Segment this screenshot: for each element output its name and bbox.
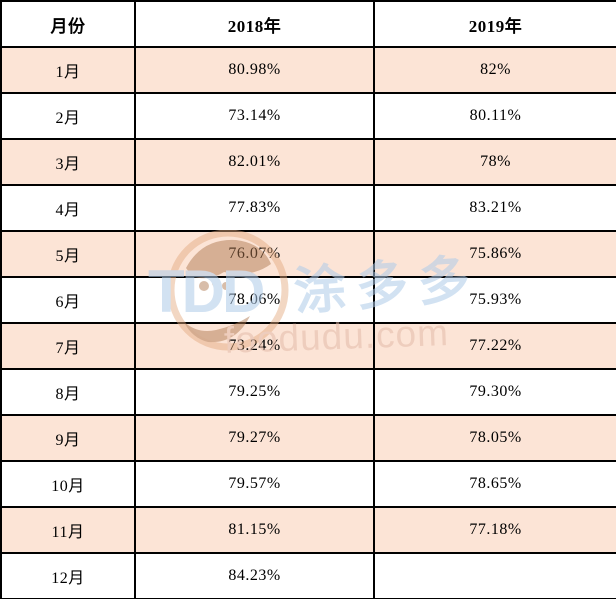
table-row: 11月 81.15% 77.18% <box>0 506 616 554</box>
table-row: 5月 76.07% 75.86% <box>0 230 616 278</box>
value-2019-cell: 78% <box>373 138 616 186</box>
month-cell: 1月 <box>0 46 136 94</box>
value-2018-cell: 79.57% <box>134 460 375 508</box>
value-2019-cell: 77.18% <box>373 506 616 554</box>
value-2019-cell: 75.86% <box>373 230 616 278</box>
month-cell: 8月 <box>0 368 136 416</box>
value-2019-cell: 83.21% <box>373 184 616 232</box>
month-cell: 5月 <box>0 230 136 278</box>
value-2019-cell: 82% <box>373 46 616 94</box>
value-2018-cell: 78.06% <box>134 276 375 324</box>
month-cell: 11月 <box>0 506 136 554</box>
header-row: 月份 2018年 2019年 <box>0 0 616 48</box>
column-header-2019: 2019年 <box>373 0 616 48</box>
table-row: 9月 79.27% 78.05% <box>0 414 616 462</box>
month-cell: 10月 <box>0 460 136 508</box>
table-row: 4月 77.83% 83.21% <box>0 184 616 232</box>
value-2019-cell: 78.65% <box>373 460 616 508</box>
table-row: 3月 82.01% 78% <box>0 138 616 186</box>
month-cell: 3月 <box>0 138 136 186</box>
month-cell: 9月 <box>0 414 136 462</box>
column-header-month: 月份 <box>0 0 136 48</box>
table-row: 8月 79.25% 79.30% <box>0 368 616 416</box>
value-2019-cell: 77.22% <box>373 322 616 370</box>
value-2018-cell: 84.23% <box>134 552 375 599</box>
month-cell: 7月 <box>0 322 136 370</box>
month-cell: 4月 <box>0 184 136 232</box>
month-cell: 6月 <box>0 276 136 324</box>
value-2018-cell: 77.83% <box>134 184 375 232</box>
value-2019-cell: 75.93% <box>373 276 616 324</box>
value-2019-cell <box>373 552 616 599</box>
value-2018-cell: 79.27% <box>134 414 375 462</box>
value-2018-cell: 76.07% <box>134 230 375 278</box>
value-2018-cell: 80.98% <box>134 46 375 94</box>
table-row: 2月 73.14% 80.11% <box>0 92 616 140</box>
month-cell: 2月 <box>0 92 136 140</box>
table-row: 1月 80.98% 82% <box>0 46 616 94</box>
table-row: 12月 84.23% <box>0 552 616 599</box>
value-2019-cell: 79.30% <box>373 368 616 416</box>
table-row: 10月 79.57% 78.65% <box>0 460 616 508</box>
value-2018-cell: 79.25% <box>134 368 375 416</box>
value-2018-cell: 82.01% <box>134 138 375 186</box>
table-row: 6月 78.06% 75.93% <box>0 276 616 324</box>
value-2019-cell: 78.05% <box>373 414 616 462</box>
table-row: 7月 73.24% 77.22% <box>0 322 616 370</box>
value-2018-cell: 81.15% <box>134 506 375 554</box>
month-cell: 12月 <box>0 552 136 599</box>
value-2018-cell: 73.24% <box>134 322 375 370</box>
column-header-2018: 2018年 <box>134 0 375 48</box>
value-2018-cell: 73.14% <box>134 92 375 140</box>
value-2019-cell: 80.11% <box>373 92 616 140</box>
